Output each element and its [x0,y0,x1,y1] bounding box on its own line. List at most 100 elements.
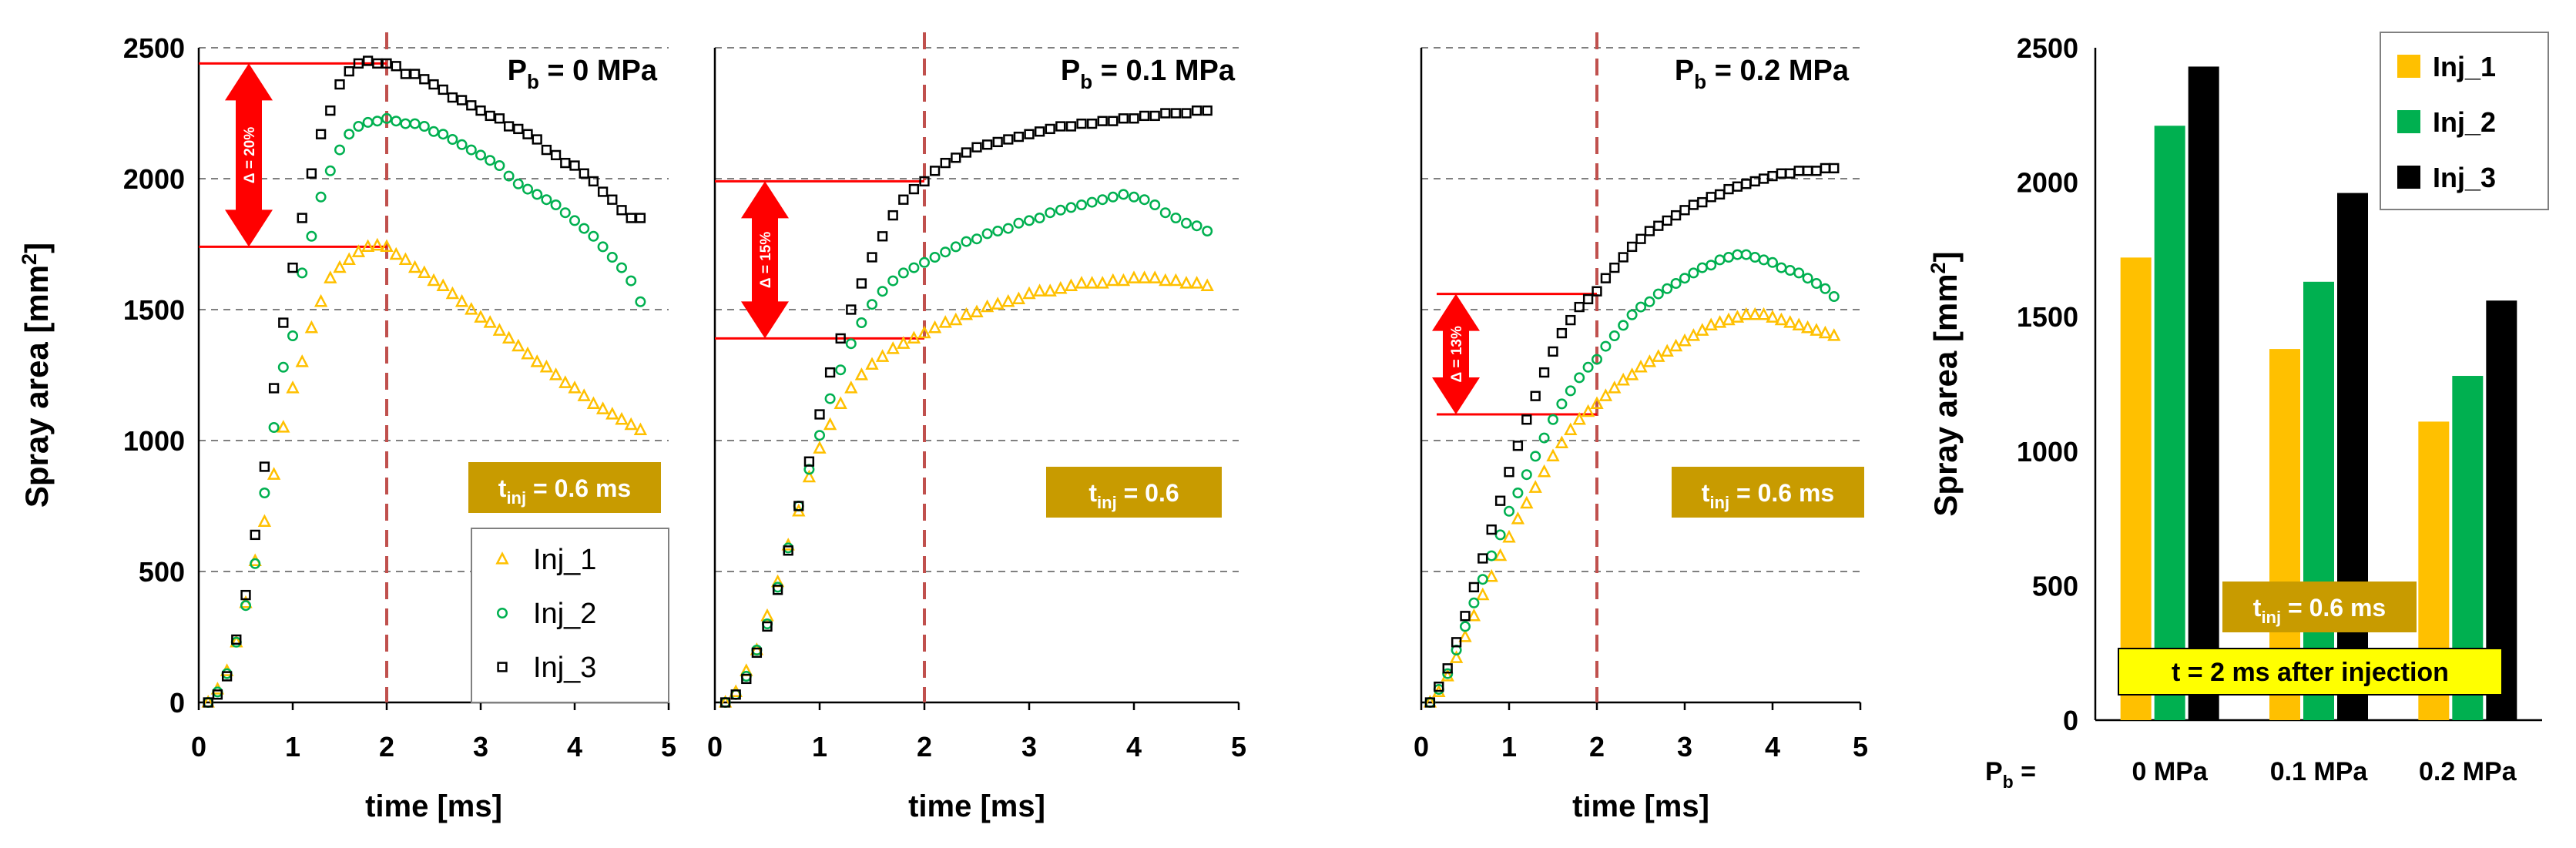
data-point [898,194,909,205]
data-point [268,383,280,394]
data-point [1170,212,1182,224]
data-point [824,393,836,404]
data-point [314,293,328,307]
data-point [971,142,982,153]
data-point [626,213,636,223]
data-point [532,189,543,200]
data-point [344,129,355,140]
data-point [418,120,430,132]
y-tick-label: 500 [2032,570,2078,602]
data-point [1538,432,1550,444]
data-point [334,79,345,90]
data-point [1618,320,1629,331]
data-point [980,299,995,313]
data-point [1670,277,1682,290]
data-point [813,441,827,454]
data-point [1076,118,1087,129]
category-label: 0 MPa [2132,757,2209,786]
x-tick-label: 4 [1765,731,1780,763]
data-point [950,241,961,253]
data-point [1749,251,1761,263]
data-point [324,165,336,176]
data-point [854,367,869,380]
data-point [1064,278,1078,292]
x-tick-label: 2 [1589,731,1605,763]
data-point [1556,327,1568,339]
data-point [539,359,554,373]
data-point [380,239,394,253]
data-point [597,241,609,253]
data-point [1502,529,1516,543]
data-point [579,168,589,179]
legend-label: Inj_3 [2433,162,2496,193]
data-point [1820,163,1831,174]
data-point [1169,273,1183,287]
x-tick-label: 5 [1231,731,1246,763]
data-point [550,199,562,211]
y-tick-label: 2000 [2017,167,2078,199]
data-point [1574,301,1585,313]
tinj-label: tinj = 0.6 [1088,479,1179,512]
x-tick-label: 4 [1126,731,1142,763]
data-point [428,79,439,90]
tinj-label: tinj = 0.6 ms [1702,479,1834,512]
data-point [1023,215,1035,226]
data-point [927,320,942,334]
y-tick-label: 2500 [123,32,185,64]
data-point [438,84,448,96]
data-point [400,69,411,79]
data-point [588,230,599,242]
data-point [1139,110,1150,122]
data-point [483,315,497,328]
data-point [867,252,877,263]
data-point [1095,276,1109,289]
bar-panel: 0 500 1000 1500 2000 2500 0 MPa 0.1 MPa 0.2 MPa P… [1985,32,2549,792]
data-point [1034,212,1045,224]
data-point [730,689,742,700]
data-point [1493,548,1508,561]
data-point [1149,199,1161,211]
data-point [1688,199,1699,210]
data-point [1714,189,1726,200]
legend-marker [497,662,508,672]
data-point [1512,487,1524,499]
data-point [324,270,337,283]
data-point [1521,414,1532,425]
data-point [1598,388,1613,401]
x-tick-label: 2 [917,731,932,763]
data-point [494,113,505,124]
data-point [1085,276,1099,289]
data-point [568,380,582,394]
data-point [615,262,628,273]
data-point [908,262,920,273]
x-tick-label: 1 [1501,731,1517,763]
delta-arrow-label: Δ = 15% [758,232,774,288]
data-point [1424,697,1436,708]
data-point [1600,340,1612,352]
data-point [1635,301,1647,313]
data-point [908,183,920,195]
data-point [1662,283,1673,294]
x-tick-label: 0 [191,731,206,763]
data-point [381,58,392,69]
data-point [344,65,354,77]
data-point [1065,121,1077,132]
data-point [569,160,580,171]
data-point [929,166,941,176]
data-point [221,671,233,682]
data-point [865,357,879,370]
data-point [203,697,213,708]
data-point [624,417,638,431]
data-point [569,215,581,226]
legend-marker [495,551,509,565]
data-point [1766,310,1779,323]
data-point [1441,669,1454,682]
data-point [353,58,364,69]
data-point [1774,312,1789,326]
data-point [605,407,619,420]
data-point [971,233,983,245]
tinj-box [1672,467,1864,518]
data-point [1011,291,1026,305]
data-point [485,110,495,122]
data-point [548,367,563,380]
